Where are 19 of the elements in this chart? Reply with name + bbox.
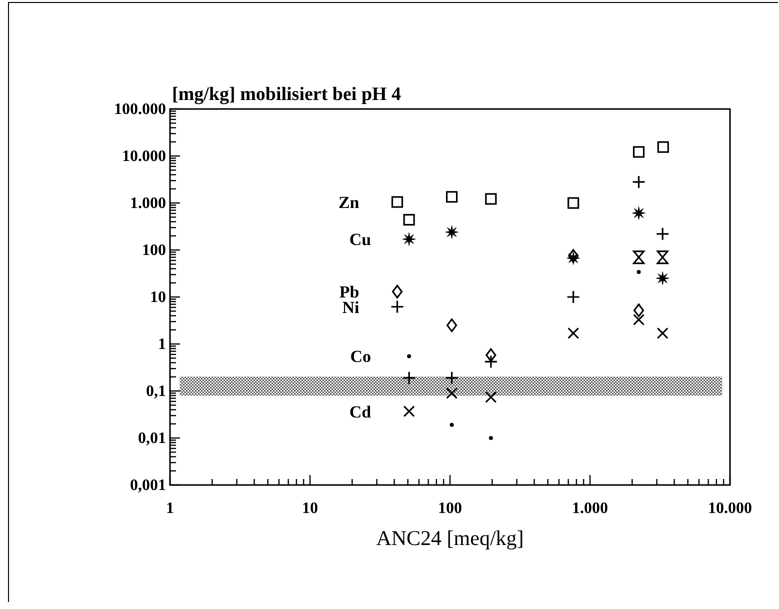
- y-axis-title: [mg/kg] mobilisiert bei pH 4: [172, 84, 402, 105]
- series-label: Cd: [349, 402, 372, 422]
- y-tick-label: 0,001: [130, 477, 166, 494]
- y-tick-label: 10.000: [122, 148, 166, 165]
- y-tick-label: 10: [150, 289, 166, 306]
- y-tick-label: 1: [158, 336, 166, 353]
- x-tick-label: 1.000: [572, 500, 608, 517]
- x-tick-label: 10.000: [708, 500, 752, 517]
- x-tick-label: 10: [302, 500, 318, 517]
- y-tick-label: 0,01: [138, 430, 166, 447]
- series-label: Cu: [349, 230, 372, 250]
- y-tick-label: 100.000: [114, 101, 166, 118]
- x-tick-label: 100: [438, 500, 462, 517]
- y-tick-label: 0,1: [146, 383, 166, 400]
- y-tick-label: 100: [142, 242, 166, 259]
- x-axis-title: ANC24 [meq/kg]: [376, 526, 524, 550]
- series-label: Zn: [338, 193, 360, 212]
- y-tick-label: 1.000: [130, 195, 166, 212]
- text: Co: [350, 347, 372, 366]
